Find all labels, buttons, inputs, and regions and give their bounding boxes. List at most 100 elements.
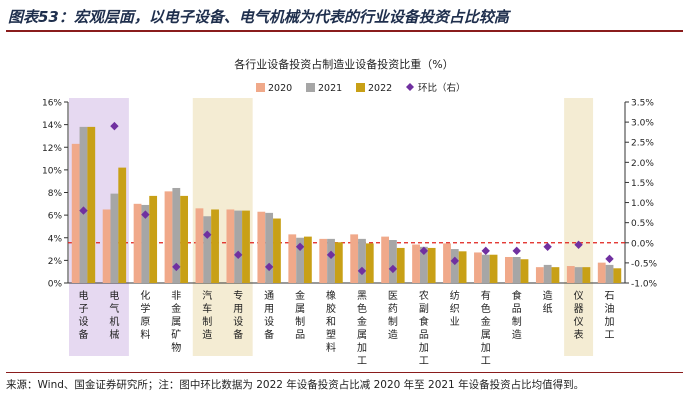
category-label-char: 化: [140, 289, 150, 302]
bar-2020: [319, 238, 328, 283]
category-label-char: 医: [388, 290, 398, 302]
y-right-tick-label: 2.5%: [631, 139, 654, 149]
category-label-char: 通: [264, 290, 274, 302]
category-label-char: 加: [419, 342, 429, 354]
legend-swatch-ratio: [406, 83, 414, 91]
category-label: 电子设备: [78, 289, 88, 341]
bar-2020: [133, 203, 142, 283]
bar-2020: [597, 262, 606, 283]
ratio-markers: [79, 121, 614, 276]
category-label: 纺织业: [450, 289, 460, 328]
legend-swatch-2021: [306, 83, 315, 92]
category-label-char: 备: [233, 328, 243, 341]
y-right-tick-label: 1.0%: [631, 199, 654, 209]
category-label-char: 色: [357, 302, 367, 315]
bar-2020: [164, 191, 173, 283]
bar-2020: [257, 211, 266, 283]
category-label-char: 料: [326, 341, 336, 354]
ratio-marker: [574, 240, 583, 249]
bar-2022: [211, 209, 219, 283]
category-label-char: 金: [295, 289, 305, 302]
category-label-char: 油: [605, 302, 615, 315]
bar-2021: [327, 238, 335, 283]
category-label-char: 食: [512, 289, 522, 302]
category-label: 电气机械: [109, 289, 119, 341]
highlight-band: [564, 98, 594, 356]
bar-2021: [450, 249, 459, 283]
legend-label: 环比（右）: [418, 82, 466, 94]
bar-2022: [489, 254, 498, 283]
category-label-char: 和: [326, 316, 336, 328]
category-label-char: 属: [357, 329, 367, 341]
bar-2022: [118, 167, 127, 283]
ratio-marker: [295, 242, 305, 251]
ratio-marker: [512, 246, 521, 256]
category-label-char: 电: [78, 289, 88, 302]
ratio-marker: [203, 230, 212, 239]
y-left-tick-label: 12%: [42, 144, 62, 154]
category-label-char: 气: [109, 302, 119, 315]
bar-2022: [180, 195, 189, 283]
category-label-char: 造: [202, 328, 212, 341]
legend-label: 2020: [268, 83, 292, 94]
bar-2022: [273, 218, 281, 283]
ratio-marker: [110, 121, 119, 131]
category-label-char: 金: [481, 315, 491, 328]
category-label-char: 器: [574, 303, 584, 315]
category-label-char: 备: [264, 328, 274, 341]
category-label-char: 品: [419, 329, 429, 341]
bar-marks: [71, 126, 622, 283]
ratio-marker: [326, 250, 336, 260]
y-left-tick-label: 10%: [42, 166, 62, 176]
category-label-char: 械: [109, 328, 119, 341]
category-label-char: 汽: [202, 289, 212, 302]
bar-2020: [504, 256, 513, 283]
category-label-char: 矿: [171, 328, 181, 341]
ratio-marker: [419, 246, 429, 256]
y-right-tick-label: 3.5%: [631, 99, 654, 109]
category-label-char: 制: [295, 315, 305, 328]
category-label-char: 制: [512, 315, 522, 328]
category-label-char: 造: [388, 328, 398, 341]
ratio-marker: [481, 246, 490, 256]
bar-2022: [149, 195, 158, 283]
category-label-char: 品: [295, 329, 305, 341]
bar-2020: [288, 234, 297, 283]
category-label: 专用设备: [233, 289, 243, 341]
category-label-char: 电: [109, 289, 119, 302]
category-label-char: 加: [481, 342, 491, 354]
category-label-char: 物: [171, 341, 181, 354]
category-label: 仪器仪表: [574, 290, 584, 341]
category-label-char: 农: [419, 289, 429, 302]
category-label-char: 纸: [543, 302, 553, 315]
category-label-char: 有: [481, 289, 491, 302]
category-label-char: 机: [109, 315, 119, 328]
bar-2021: [141, 204, 150, 283]
bar-2021: [265, 212, 274, 283]
chart-title: 各行业设备投资占制造业设备投资比重（%）: [234, 57, 453, 71]
bar-2021: [512, 256, 521, 283]
bar-2020: [566, 266, 575, 283]
category-label: 造纸: [543, 289, 553, 315]
bar-2021: [79, 126, 88, 283]
ratio-marker: [172, 262, 181, 272]
category-label-char: 副: [419, 303, 429, 315]
axes: 0% 2% 4% 6% 8% 10% 12% 14% 16% -1.0% -0.5% 0.0% 0.5%…: [42, 99, 658, 290]
legend-swatch-2022: [356, 83, 365, 92]
category-label-char: 学: [140, 302, 150, 315]
category-label-char: 设: [78, 316, 88, 328]
category-label: 黑色金属加工: [357, 290, 367, 367]
bar-2021: [389, 240, 397, 283]
bar-2020: [535, 267, 544, 283]
category-label-char: 用: [264, 304, 274, 315]
y-right-tick-label: 3.0%: [631, 119, 654, 129]
bar-2022: [613, 268, 622, 283]
bar-2021: [172, 187, 181, 283]
category-label-char: 设: [233, 316, 243, 328]
category-labels: 电子设备电气机械化学原料非金属矿物汽车制造专用设备通用设备金属制品橡胶和塑料黑色…: [78, 289, 614, 367]
category-label-char: 塑: [326, 329, 336, 341]
category-label: 农副食品加工: [419, 289, 429, 367]
bar-2022: [551, 267, 560, 283]
category-label-char: 原: [140, 316, 150, 328]
bar-2022: [365, 243, 374, 283]
